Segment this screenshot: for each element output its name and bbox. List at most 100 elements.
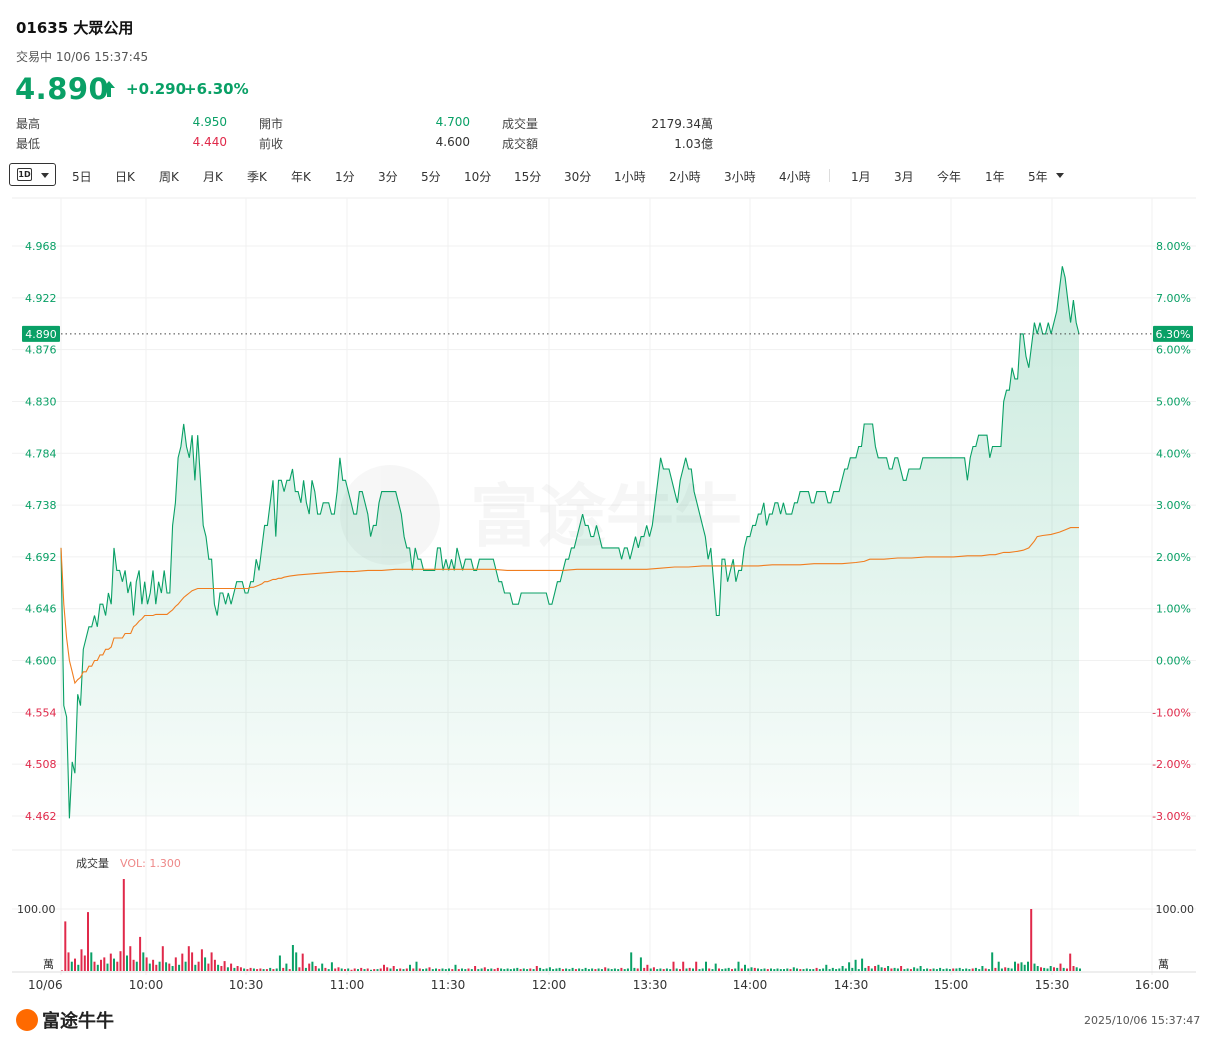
tab-5day[interactable]: 5日 (72, 170, 92, 184)
volume-bar (90, 952, 93, 971)
pct-tick-label: 4.00% (1156, 447, 1191, 460)
stat-value-open: 4.700 (435, 115, 470, 129)
pct-tick-label: 6.00% (1156, 344, 1191, 357)
volume-bar (958, 967, 961, 971)
volume-bar (877, 964, 880, 971)
volume-bar (883, 967, 886, 971)
volume-bar (909, 969, 912, 971)
volume-bar (435, 968, 437, 971)
stock-title: 01635 大眾公用 (16, 19, 134, 37)
intraday-chart[interactable]: 富途牛牛 4.9684.9224.8764.8304.7844.7384.692… (0, 195, 1213, 995)
volume-bar (987, 969, 990, 971)
volume-bar (1066, 968, 1068, 971)
volume-bar (1043, 967, 1046, 971)
volume-bar (152, 959, 155, 971)
volume-bar (256, 969, 259, 971)
volume-bar (213, 959, 216, 971)
tab-1month[interactable]: 1月 (851, 170, 871, 184)
tab-30min[interactable]: 30分 (564, 170, 592, 184)
vol-unit-left: 萬 (43, 958, 54, 971)
volume-bar (500, 968, 503, 971)
volume-bar (1036, 966, 1039, 971)
tab-ytd[interactable]: 今年 (937, 170, 962, 184)
stat-value-low: 4.440 (192, 135, 227, 149)
volume-bar (643, 967, 646, 971)
volume-bar (1040, 967, 1042, 971)
volume-bar (386, 967, 389, 971)
volume-bar (223, 961, 226, 971)
volume-bar (191, 952, 194, 971)
tab-1d-selector[interactable]: 1D (9, 163, 56, 186)
tab-3min[interactable]: 3分 (378, 170, 398, 184)
volume-bar (483, 967, 486, 971)
tab-5min[interactable]: 5分 (421, 170, 441, 184)
volume-bar (626, 968, 629, 971)
volume-bar (831, 967, 834, 971)
volume-bar (402, 969, 405, 971)
volume-bar (727, 967, 730, 971)
volume-bar (890, 968, 893, 971)
tab-10min[interactable]: 10分 (464, 170, 492, 184)
volume-bar (220, 966, 223, 971)
x-tick-label: 10:30 (229, 978, 264, 992)
stat-label-volume: 成交量 (502, 117, 539, 131)
volume-bar (688, 967, 691, 971)
volume-bar (867, 966, 870, 971)
pct-tick-label: -1.00% (1152, 706, 1191, 719)
volume-bar (67, 952, 70, 971)
volume-bar (773, 969, 776, 971)
volume-bar (591, 968, 594, 971)
price-area-fill (61, 266, 1079, 819)
tab-15min[interactable]: 15分 (514, 170, 542, 184)
volume-bar (132, 959, 135, 971)
tab-5year[interactable]: 5年 (1028, 170, 1048, 184)
volume-bar (841, 966, 844, 971)
volume-bar (304, 967, 307, 971)
tab-1hour[interactable]: 1小時 (614, 170, 646, 184)
volume-bar (874, 966, 877, 971)
volume-bar (789, 969, 792, 971)
volume-bar (158, 961, 161, 971)
volume-bar (204, 957, 207, 971)
y-tick-label: 4.830 (25, 395, 57, 408)
vol-tick-left: 100.00 (17, 903, 56, 916)
tab-4hour[interactable]: 4小時 (779, 170, 811, 184)
tab-monthly-k[interactable]: 月K (203, 170, 223, 184)
volume-bar (174, 957, 177, 971)
tab-1year[interactable]: 1年 (985, 170, 1005, 184)
tab-3month[interactable]: 3月 (894, 170, 914, 184)
volume-bar (389, 968, 392, 971)
tab-yearly-k[interactable]: 年K (291, 170, 311, 184)
stat-value-volume: 2179.34萬 (651, 117, 713, 131)
volume-bar (669, 969, 672, 971)
x-tick-label: 15:30 (1035, 978, 1070, 992)
volume-bar (594, 969, 597, 971)
volume-bar (360, 967, 363, 971)
x-tick-label: 16:00 (1135, 978, 1170, 992)
tab-daily-k[interactable]: 日K (115, 170, 135, 184)
price-lines (60, 266, 1080, 819)
volume-bar (961, 969, 964, 971)
tab-2hour[interactable]: 2小時 (669, 170, 701, 184)
volume-bar (480, 968, 483, 971)
tab-quarterly-k[interactable]: 季K (247, 170, 267, 184)
chevron-down-icon[interactable] (1056, 173, 1064, 178)
volume-bar (106, 963, 109, 971)
volume-bar (945, 968, 948, 971)
volume-bar (366, 968, 369, 971)
volume-bar (565, 968, 568, 971)
volume-bar (1030, 909, 1033, 971)
volume-bar (490, 968, 493, 971)
volume-bar (783, 969, 785, 971)
volume-bar (574, 969, 577, 971)
volume-bar (438, 969, 441, 971)
calendar-1d-icon: 1D (17, 168, 32, 181)
tab-weekly-k[interactable]: 周K (159, 170, 179, 184)
footer-timestamp: 2025/10/06 15:37:47 (1084, 1014, 1201, 1027)
volume-bar (418, 968, 421, 971)
tab-3hour[interactable]: 3小時 (724, 170, 756, 184)
volume-bar (135, 961, 138, 971)
tab-1min[interactable]: 1分 (335, 170, 355, 184)
volume-bar (1027, 961, 1029, 971)
volume-bar (792, 967, 795, 971)
